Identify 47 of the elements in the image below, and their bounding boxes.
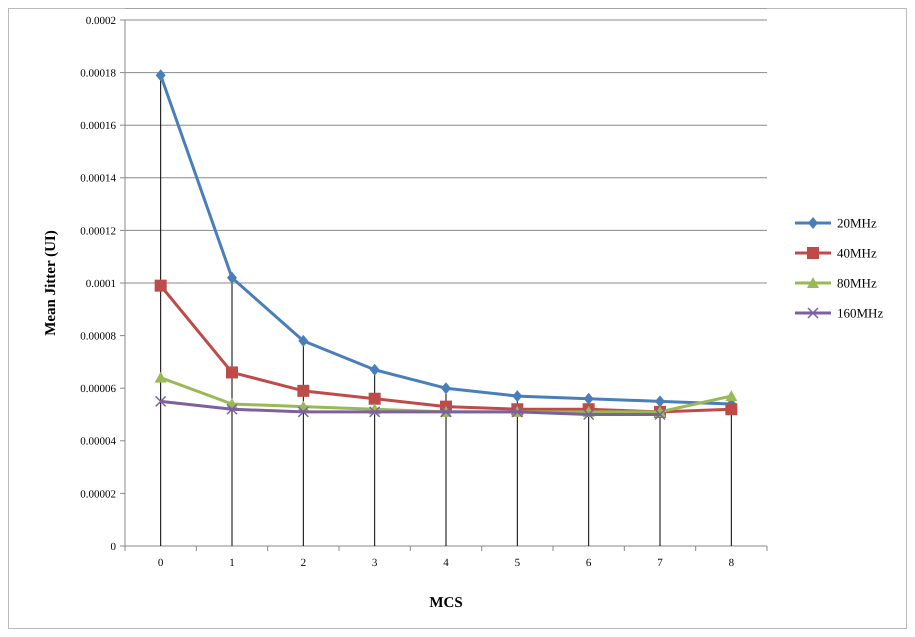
legend-label: 80MHz bbox=[837, 276, 877, 291]
x-axis-title: MCS bbox=[429, 595, 463, 611]
x-tick-label: 7 bbox=[657, 557, 664, 569]
x-tick-label: 1 bbox=[229, 557, 235, 569]
point bbox=[725, 390, 738, 402]
point bbox=[582, 408, 594, 420]
point bbox=[370, 364, 380, 376]
legend-label: 40MHz bbox=[837, 246, 877, 261]
y-tick-label: 0.00004 bbox=[80, 436, 116, 448]
y-tick-label: 0.00012 bbox=[80, 225, 116, 238]
legend-label: 20MHz bbox=[837, 216, 877, 231]
point bbox=[725, 403, 738, 416]
point bbox=[298, 334, 308, 347]
point bbox=[226, 366, 238, 378]
point bbox=[227, 272, 237, 284]
point bbox=[156, 69, 166, 82]
point bbox=[368, 392, 381, 405]
y-tick-label: 0.00002 bbox=[80, 488, 116, 500]
x-tick-label: 3 bbox=[372, 557, 378, 569]
y-tick-label: 0.00018 bbox=[80, 67, 116, 80]
x-tick-label: 5 bbox=[514, 557, 521, 569]
y-axis-title: Mean Jitter (UI) bbox=[43, 230, 59, 336]
y-tick-label: 0.0002 bbox=[86, 14, 116, 27]
y-tick-label: 0.00006 bbox=[80, 383, 116, 396]
y-tick-label: 0 bbox=[110, 540, 116, 553]
point bbox=[654, 408, 666, 420]
point bbox=[512, 390, 522, 402]
x-tick-label: 8 bbox=[728, 557, 735, 569]
x-tick-label: 0 bbox=[158, 557, 164, 569]
point bbox=[154, 372, 167, 383]
x-tick-label: 4 bbox=[443, 557, 450, 569]
y-tick-label: 0.00014 bbox=[80, 172, 116, 185]
point bbox=[584, 392, 594, 405]
x-tick-label: 6 bbox=[586, 557, 592, 569]
x-tick-label: 2 bbox=[300, 557, 306, 569]
y-tick-label: 0.00008 bbox=[80, 330, 116, 342]
point bbox=[154, 396, 166, 408]
y-tick-label: 0.0001 bbox=[86, 278, 116, 290]
point bbox=[297, 384, 310, 397]
point bbox=[226, 403, 238, 415]
point bbox=[655, 395, 665, 408]
point bbox=[368, 406, 380, 418]
legend-label: 160MHz bbox=[837, 306, 884, 321]
point bbox=[154, 280, 167, 292]
point bbox=[441, 382, 451, 394]
y-tick-label: 0.00016 bbox=[80, 120, 116, 132]
point bbox=[298, 406, 310, 418]
